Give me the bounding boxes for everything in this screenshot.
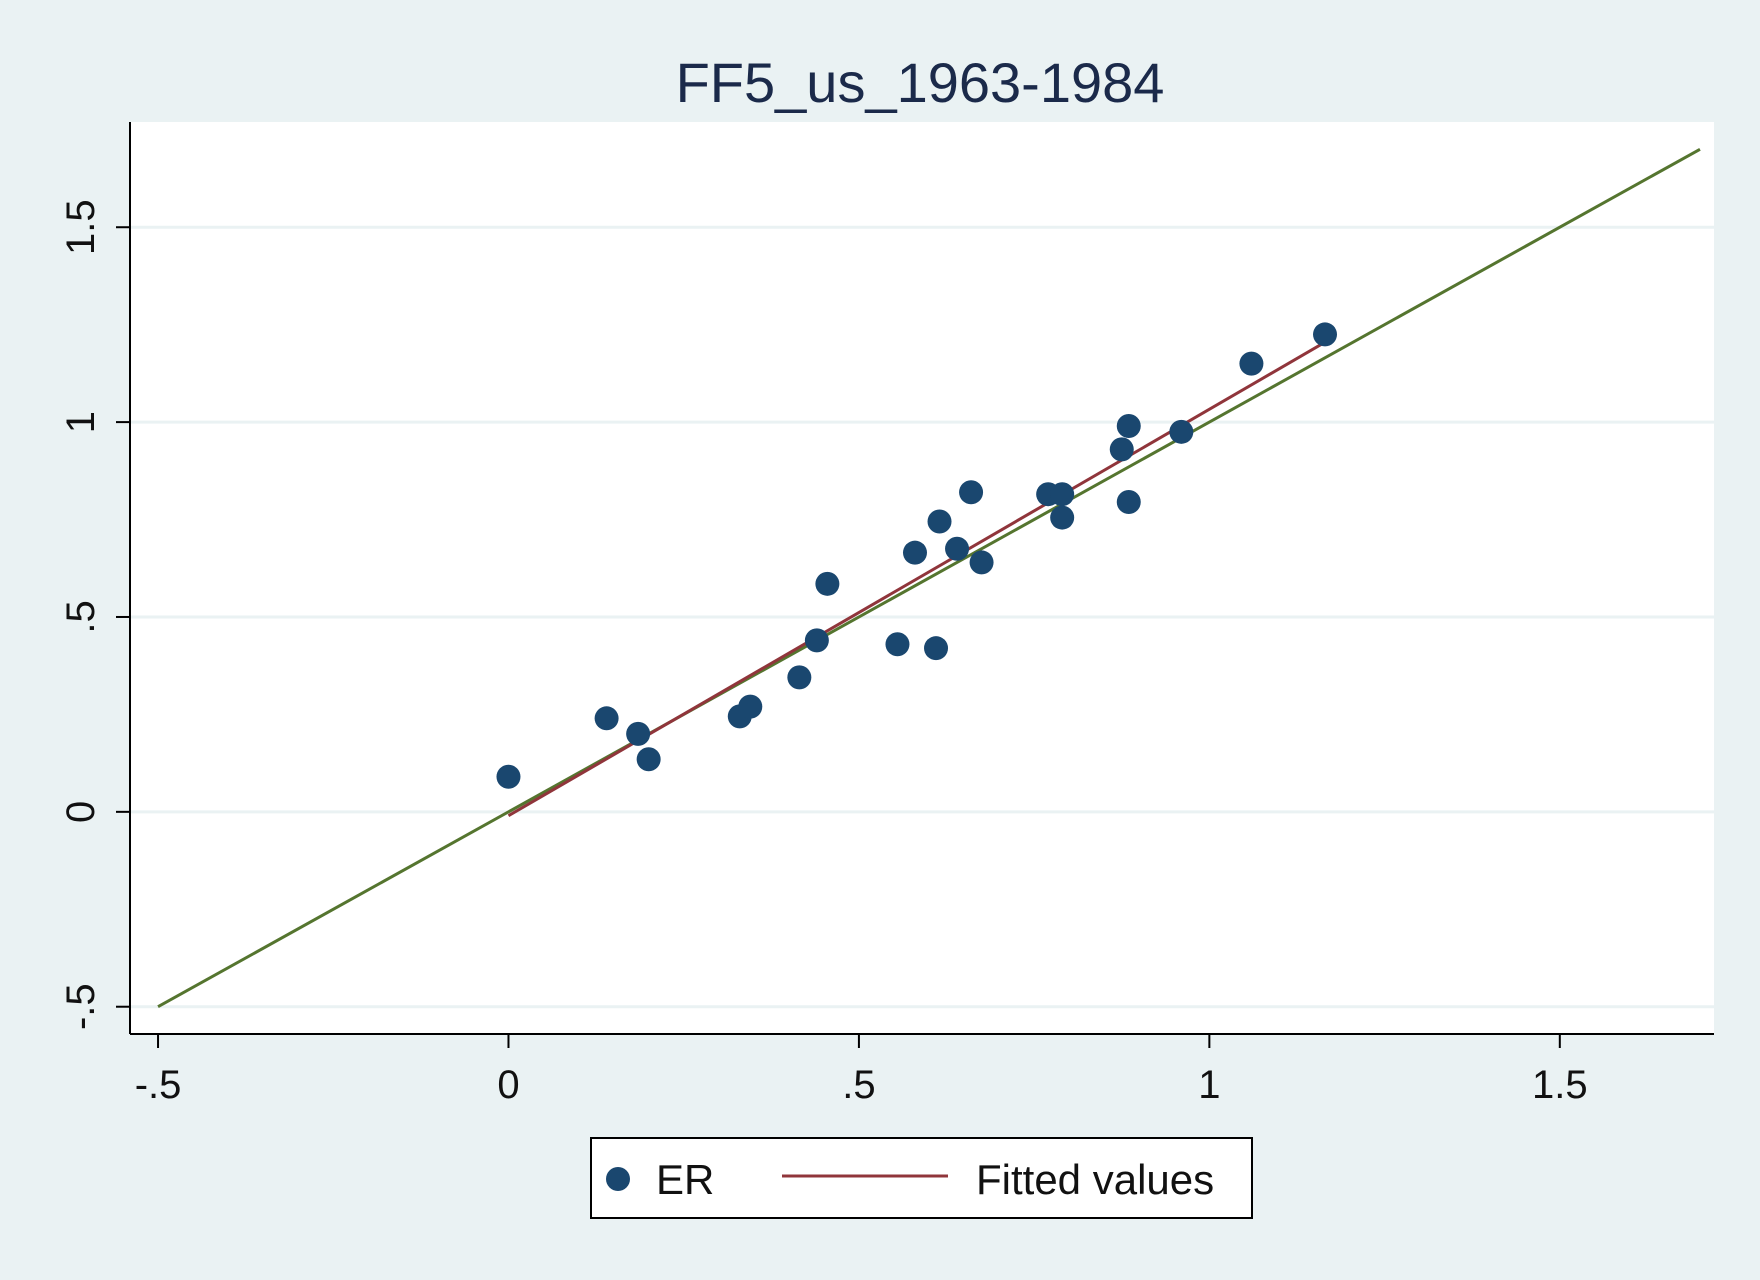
data-point bbox=[885, 632, 910, 657]
data-point bbox=[1116, 490, 1141, 514]
legend-label-fitted: Fitted values bbox=[976, 1156, 1214, 1203]
data-point bbox=[804, 628, 829, 653]
reference-line bbox=[157, 147, 1701, 1009]
data-point bbox=[959, 480, 984, 505]
data-point bbox=[945, 536, 970, 561]
x-tick-label: .5 bbox=[842, 1063, 875, 1107]
axes bbox=[129, 122, 1714, 1035]
data-point bbox=[902, 540, 927, 565]
data-point bbox=[738, 694, 763, 719]
plot-area bbox=[130, 122, 1714, 1034]
data-point bbox=[1109, 437, 1134, 462]
chart-title: FF5_us_1963-1984 bbox=[676, 51, 1165, 114]
data-point bbox=[927, 509, 952, 534]
scatter-points bbox=[496, 322, 1338, 789]
data-point bbox=[969, 550, 994, 575]
data-point bbox=[1169, 419, 1194, 444]
gridlines bbox=[130, 225, 1714, 1009]
data-point bbox=[496, 764, 521, 789]
legend-label-er: ER bbox=[656, 1156, 714, 1203]
data-point bbox=[924, 636, 949, 661]
legend-box bbox=[590, 1137, 1253, 1219]
y-tick-label: 1.5 bbox=[59, 199, 103, 255]
data-point bbox=[1239, 351, 1264, 376]
x-tick-label: 1.5 bbox=[1532, 1063, 1588, 1107]
x-tick-label: 0 bbox=[497, 1063, 519, 1107]
x-tick-label: 1 bbox=[1198, 1063, 1220, 1107]
y-tick-label: 1 bbox=[59, 411, 103, 433]
y-axis-ticks: -.5 0 .5 1 1.5 bbox=[59, 199, 130, 1030]
data-point bbox=[1116, 414, 1141, 438]
y-tick-label: .5 bbox=[59, 600, 103, 633]
y-tick-label: 0 bbox=[59, 801, 103, 823]
data-point bbox=[636, 747, 661, 772]
data-point bbox=[1050, 482, 1075, 507]
legend-marker-er bbox=[606, 1167, 630, 1191]
data-point bbox=[594, 706, 619, 731]
data-point bbox=[815, 571, 840, 596]
y-tick-label: -.5 bbox=[59, 983, 103, 1030]
x-axis-ticks: -.5 0 .5 1 1.5 bbox=[135, 1034, 1588, 1107]
data-point bbox=[626, 721, 651, 746]
data-point bbox=[787, 665, 812, 690]
data-point bbox=[1313, 322, 1338, 347]
data-point bbox=[1050, 505, 1075, 530]
legend: ER Fitted values bbox=[590, 1137, 1253, 1219]
x-tick-label: -.5 bbox=[135, 1063, 182, 1107]
